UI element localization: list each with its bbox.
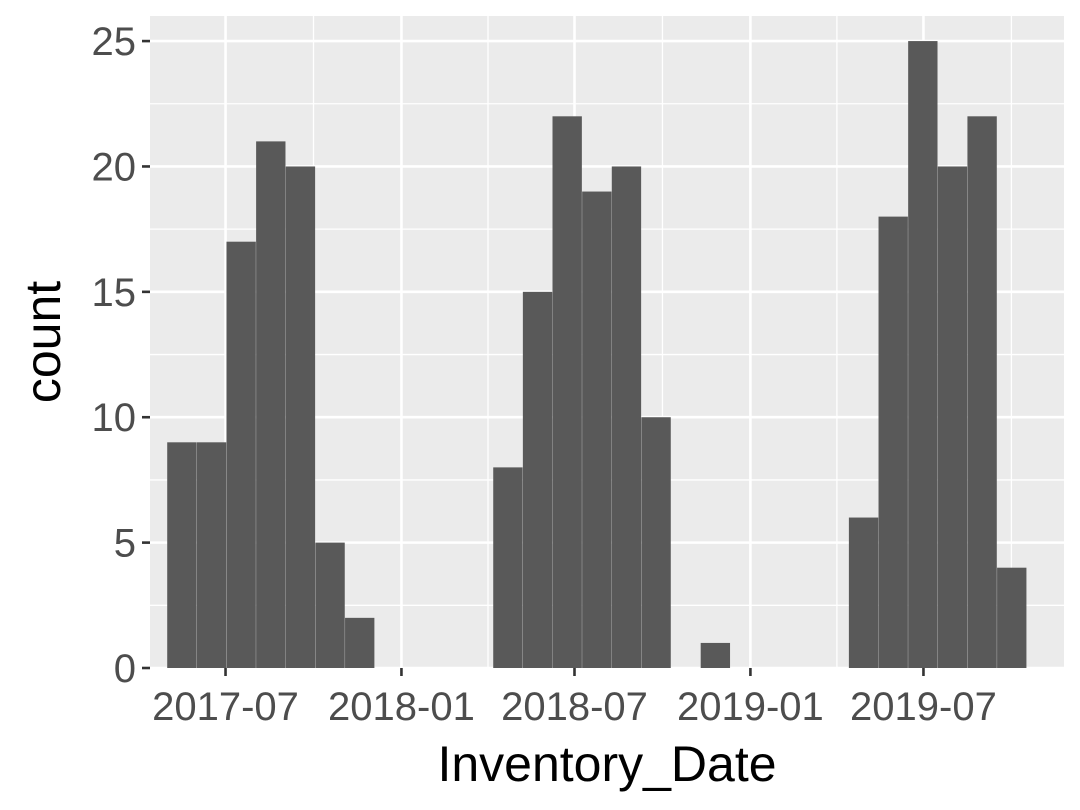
histogram-bar [908,41,938,669]
x-tick-label: 2019-07 [850,685,997,729]
y-tick-label: 0 [114,647,136,691]
histogram-bar [522,291,553,668]
x-tick-label: 2018-07 [501,685,648,729]
histogram-bars [167,41,1027,669]
histogram-bar [700,642,731,668]
y-tick-label: 10 [92,396,137,440]
histogram-bar [967,116,997,669]
y-tick-label: 15 [92,271,137,315]
histogram-bar [937,166,968,668]
histogram-bar [167,442,197,668]
histogram-bar [878,216,908,668]
x-tick-label: 2019-01 [677,685,824,729]
y-tick-label: 5 [114,522,136,566]
histogram-bar [641,417,671,668]
histogram-bar [582,191,612,669]
histogram-bar [285,166,316,668]
y-tick-label: 20 [92,145,137,189]
histogram-bar [226,241,256,668]
histogram-bar [345,617,375,668]
y-tick-label: 25 [92,20,137,64]
x-tick-label: 2017-07 [152,685,299,729]
histogram-bar [552,116,582,669]
histogram-bar [493,467,523,668]
y-axis-title: count [15,281,71,403]
x-tick-label: 2018-01 [328,685,475,729]
y-axis: 0 5 10 15 20 25 [92,20,150,691]
x-axis: 2017-07 2018-01 2018-07 2019-01 2019-07 [152,668,997,729]
histogram-bar [315,542,345,668]
histogram-bar [196,442,227,668]
histogram-bar [611,166,642,668]
x-axis-title: Inventory_Date [437,736,776,792]
histogram-bar [848,517,879,668]
histogram-bar [997,567,1027,668]
histogram-bar [256,141,286,668]
